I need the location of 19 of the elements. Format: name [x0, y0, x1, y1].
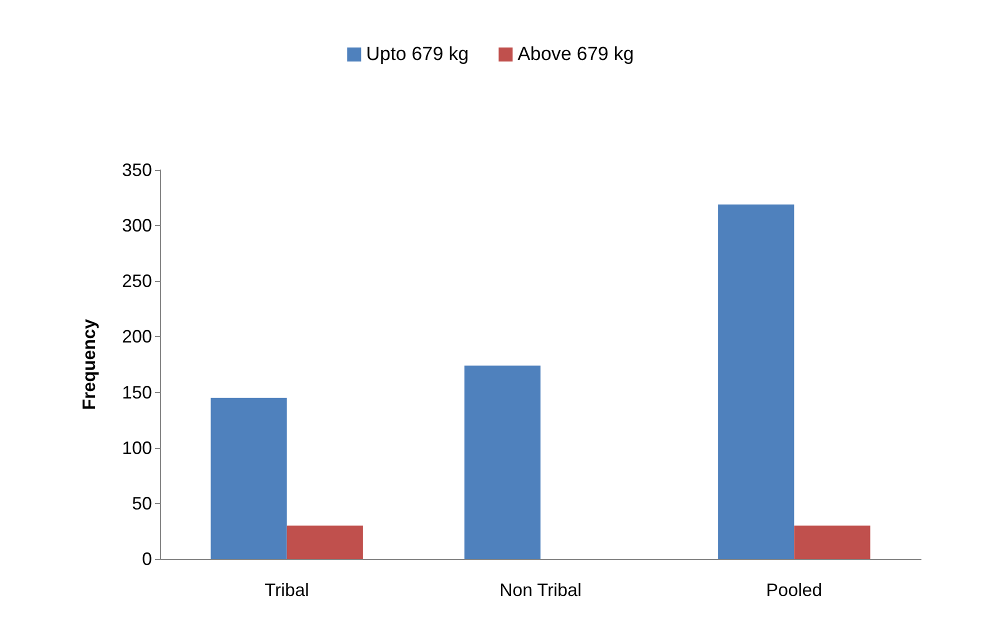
y-tick-label: 150 [122, 382, 152, 402]
y-tick-label: 100 [122, 438, 152, 458]
x-tick-label: Tribal [264, 580, 310, 600]
x-tick-label: Non Tribal [499, 580, 582, 600]
y-tick-label: 250 [122, 271, 152, 292]
y-tick-label: 0 [142, 549, 152, 569]
bar [286, 526, 363, 559]
bar [794, 526, 870, 559]
y-tick-label: 300 [122, 216, 152, 236]
bar [718, 204, 794, 559]
y-tick-label: 200 [122, 326, 152, 347]
bar [464, 366, 540, 559]
y-tick-label: 50 [132, 493, 152, 514]
x-tick-label: Pooled [766, 580, 822, 600]
y-tick-label: 350 [122, 160, 152, 180]
legend-label: Above 679 kg [518, 44, 634, 65]
legend-label: Upto 679 kg [366, 44, 469, 65]
bar [210, 398, 287, 559]
y-axis-title: Frequency [79, 318, 99, 410]
